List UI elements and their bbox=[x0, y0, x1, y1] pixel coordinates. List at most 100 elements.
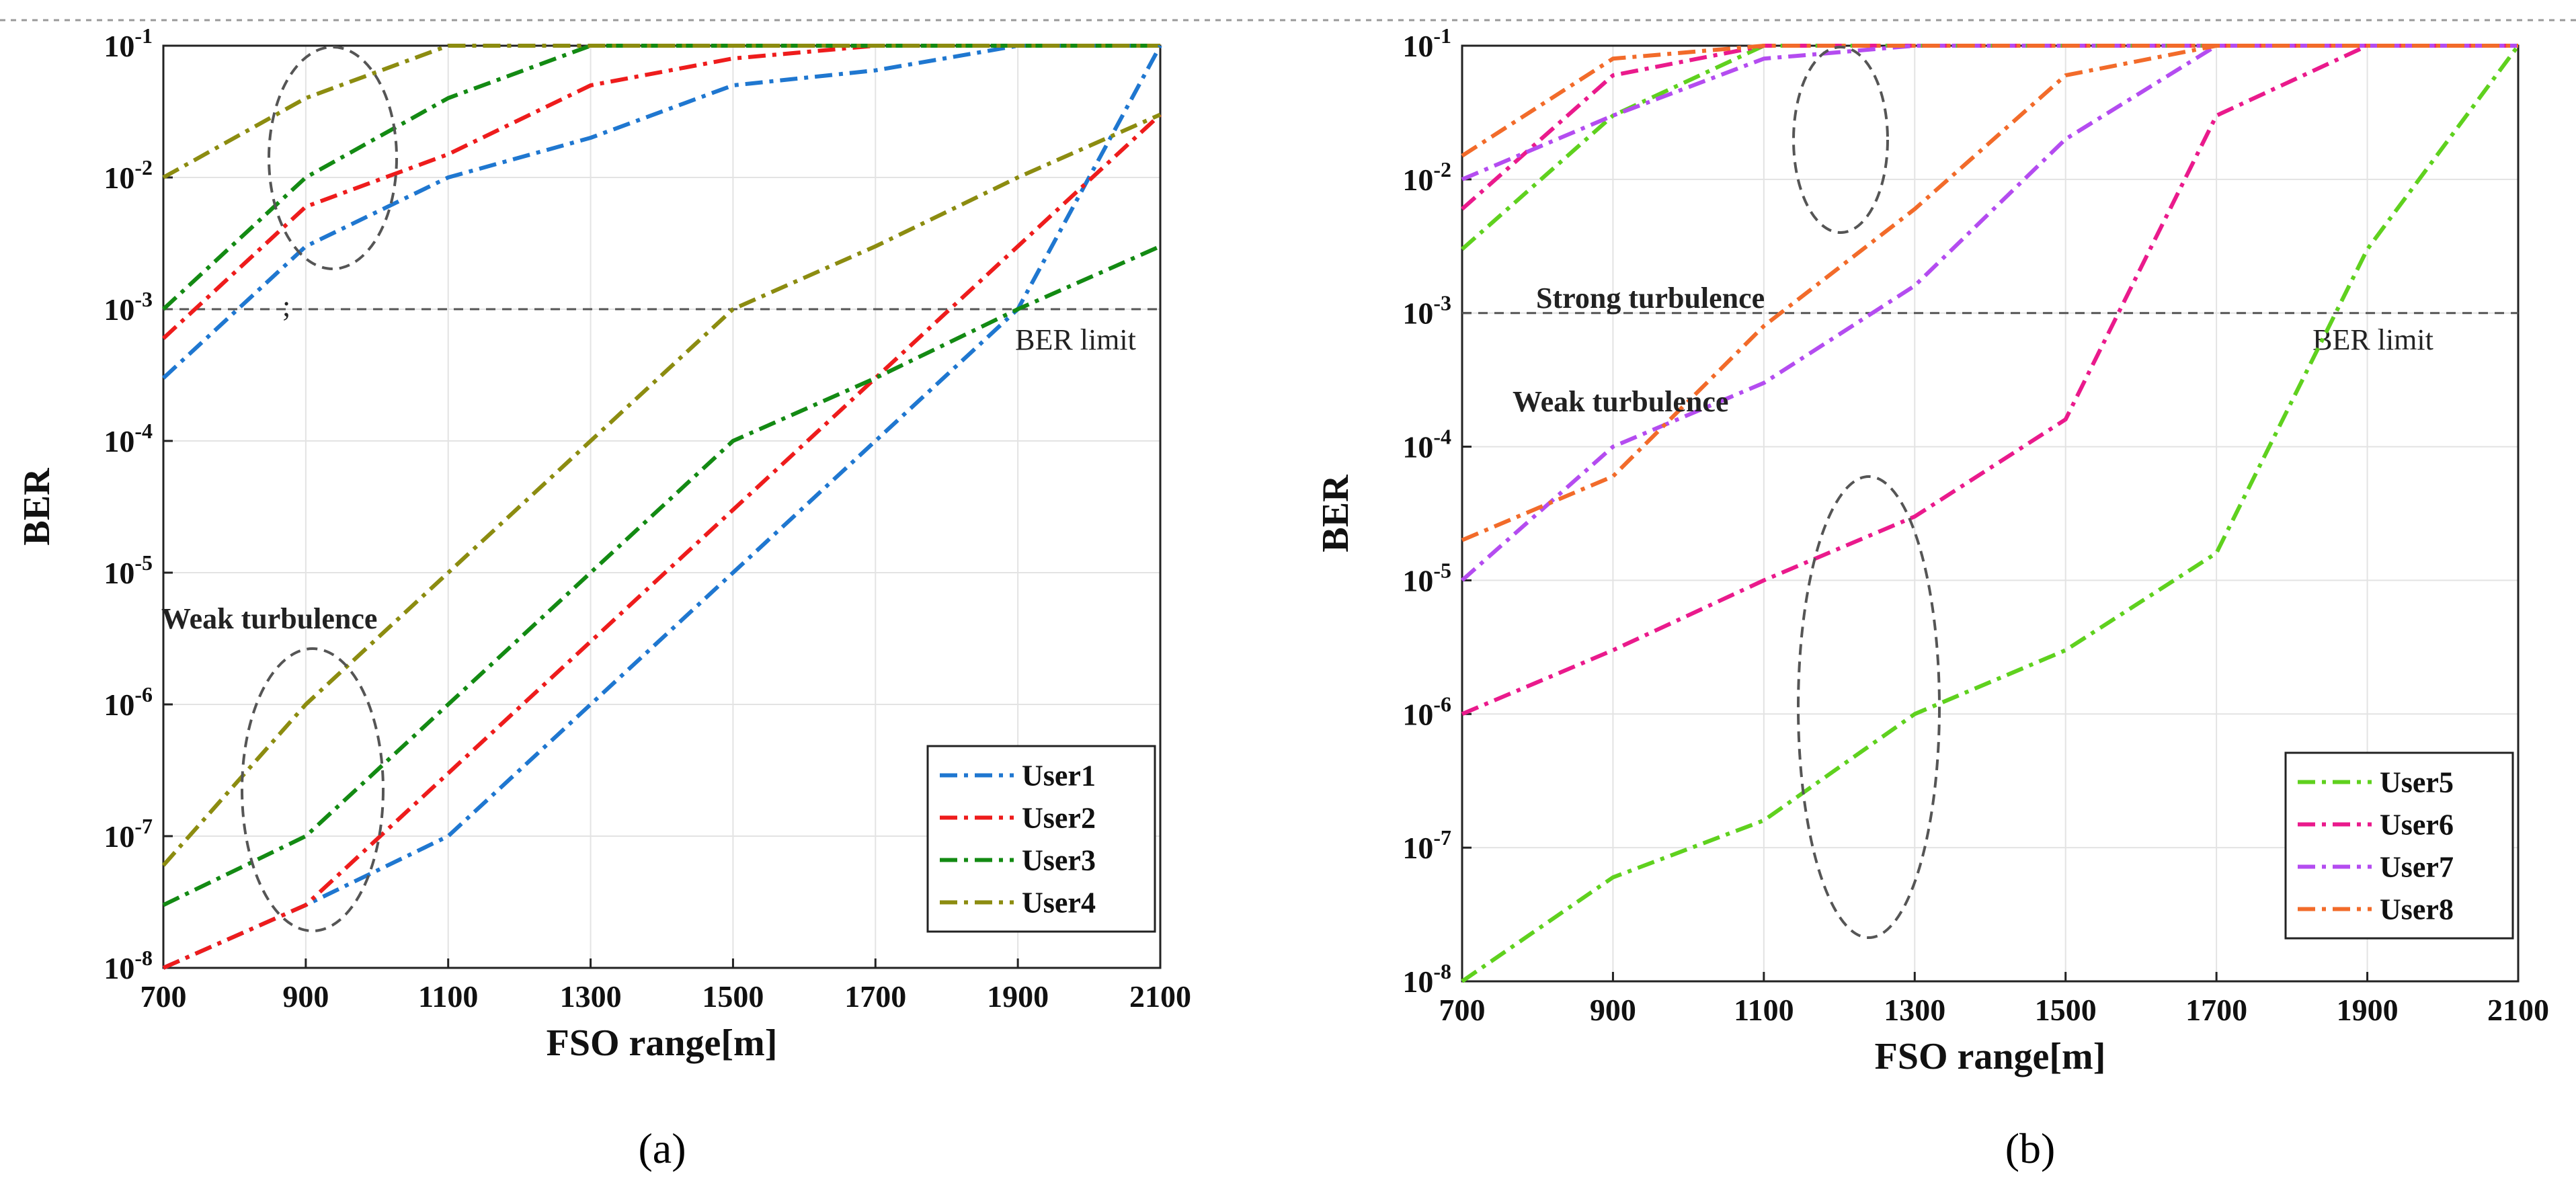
turbulence-ellipse bbox=[241, 647, 385, 932]
y-tick-exponent: -4 bbox=[1433, 425, 1451, 449]
legend-label: User1 bbox=[1022, 760, 1096, 792]
y-tick-base: 10 bbox=[1402, 965, 1433, 999]
legend-label: User2 bbox=[1022, 802, 1096, 835]
y-tick-base: 10 bbox=[1402, 563, 1433, 598]
series-line-user1-weak bbox=[162, 44, 1162, 970]
x-tick-label: 900 bbox=[1590, 993, 1636, 1027]
x-tick-label: 700 bbox=[140, 979, 187, 1014]
y-tick-exponent: -7 bbox=[134, 814, 153, 838]
y-tick-label: 10-4 bbox=[104, 419, 153, 458]
y-tick-base: 10 bbox=[1402, 296, 1433, 331]
y-tick-exponent: -6 bbox=[1433, 692, 1451, 716]
y-tick-label: 10-8 bbox=[104, 946, 153, 985]
y-tick-base: 10 bbox=[104, 951, 134, 985]
chart-panel-a: 700 900 1100 1300 1500 1700 1900 210010-810-710… bbox=[16, 24, 1191, 1172]
panel-label: (a) bbox=[638, 1124, 686, 1172]
legend-label: User3 bbox=[1022, 844, 1096, 877]
y-tick-label: 10-1 bbox=[104, 24, 153, 63]
series-line-user3-strong bbox=[161, 44, 1160, 311]
y-tick-label: 10-5 bbox=[104, 550, 153, 590]
series-line-user8-weak bbox=[1461, 44, 2518, 542]
series-line-user5-strong bbox=[1461, 44, 2518, 251]
y-tick-exponent: -8 bbox=[134, 946, 153, 970]
y-tick-base: 10 bbox=[104, 556, 134, 590]
turbulence-ellipse bbox=[1797, 475, 1941, 939]
x-tick-label: 1100 bbox=[1734, 993, 1794, 1027]
y-tick-exponent: -1 bbox=[1433, 24, 1451, 48]
series-line-user8-strong bbox=[1461, 44, 2518, 158]
y-tick-label: 10-8 bbox=[1402, 959, 1451, 999]
y-tick-exponent: -6 bbox=[134, 682, 153, 706]
y-tick-base: 10 bbox=[104, 292, 134, 327]
y-tick-label: 10-3 bbox=[1402, 291, 1451, 331]
y-tick-exponent: -7 bbox=[1433, 825, 1451, 850]
series-line-user2-weak bbox=[162, 113, 1162, 970]
x-tick-label: 1900 bbox=[987, 979, 1049, 1014]
annotation-text: ; bbox=[282, 290, 290, 323]
y-tick-label: 10-2 bbox=[104, 155, 153, 195]
y-tick-label: 10-6 bbox=[104, 682, 153, 722]
y-tick-base: 10 bbox=[104, 161, 134, 195]
y-tick-exponent: -2 bbox=[134, 155, 153, 179]
y-tick-base: 10 bbox=[104, 424, 134, 458]
y-tick-base: 10 bbox=[1402, 697, 1433, 731]
y-tick-label: 10-7 bbox=[1402, 825, 1451, 865]
y-tick-base: 10 bbox=[104, 29, 134, 63]
x-tick-label: 1100 bbox=[418, 979, 478, 1014]
x-tick-label: 1700 bbox=[2185, 993, 2247, 1027]
x-tick-label: 900 bbox=[282, 979, 329, 1014]
y-tick-label: 10-1 bbox=[1402, 24, 1451, 63]
y-axis-label: BER bbox=[1315, 475, 1357, 552]
y-tick-base: 10 bbox=[1402, 163, 1433, 197]
y-axis-label: BER bbox=[16, 468, 58, 546]
y-tick-exponent: -8 bbox=[1433, 959, 1451, 983]
y-tick-label: 10-2 bbox=[1402, 157, 1451, 197]
series-line-user7-strong bbox=[1461, 44, 2518, 181]
y-tick-exponent: -5 bbox=[1433, 558, 1451, 582]
panel-label: (b) bbox=[2005, 1124, 2056, 1172]
x-tick-label: 2100 bbox=[2487, 993, 2549, 1027]
x-tick-label: 1300 bbox=[560, 979, 622, 1014]
y-tick-exponent: -5 bbox=[134, 550, 153, 575]
y-tick-base: 10 bbox=[1402, 831, 1433, 865]
y-tick-exponent: -3 bbox=[134, 287, 153, 311]
series-line-user5-weak bbox=[1461, 44, 2520, 983]
x-tick-label: 1500 bbox=[2035, 993, 2097, 1027]
x-tick-label: 1900 bbox=[2337, 993, 2399, 1027]
series-line-user2-strong bbox=[161, 44, 1160, 340]
y-tick-base: 10 bbox=[1402, 29, 1433, 63]
turbulence-ellipse bbox=[1792, 46, 1889, 234]
legend-label: User6 bbox=[2380, 809, 2454, 842]
y-tick-label: 10-7 bbox=[104, 814, 153, 854]
annotation-text: Weak turbulence bbox=[1513, 385, 1728, 418]
annotation-text: Weak turbulence bbox=[161, 602, 377, 635]
legend-label: User8 bbox=[2380, 893, 2454, 926]
y-tick-label: 10-4 bbox=[1402, 425, 1451, 464]
y-tick-label: 10-6 bbox=[1402, 692, 1451, 731]
series-line-user6-strong bbox=[1461, 44, 2518, 211]
x-tick-label: 1300 bbox=[1884, 993, 1945, 1027]
y-tick-base: 10 bbox=[1402, 430, 1433, 464]
series-line-user3-weak bbox=[162, 244, 1162, 907]
legend-label: User5 bbox=[2380, 766, 2454, 799]
y-tick-exponent: -4 bbox=[134, 419, 153, 443]
turbulence-ellipse bbox=[268, 46, 398, 270]
legend-label: User4 bbox=[1022, 887, 1096, 919]
ber-limit-label: BER limit bbox=[2312, 323, 2433, 356]
y-tick-base: 10 bbox=[104, 819, 134, 854]
y-tick-label: 10-3 bbox=[104, 287, 153, 327]
series-line-user6-weak bbox=[1461, 44, 2518, 717]
y-tick-label: 10-5 bbox=[1402, 558, 1451, 598]
chart-panel-b: 700 900 1100 1300 1500 1700 1900 210010-810-710… bbox=[1315, 24, 2549, 1172]
ber-limit-label: BER limit bbox=[1015, 323, 1136, 356]
x-axis-label: FSO range[m] bbox=[547, 1022, 778, 1064]
legend-label: User7 bbox=[2380, 851, 2454, 884]
y-tick-exponent: -3 bbox=[1433, 291, 1451, 315]
x-tick-label: 700 bbox=[1439, 993, 1486, 1027]
y-tick-exponent: -2 bbox=[1433, 157, 1451, 181]
y-tick-base: 10 bbox=[104, 688, 134, 722]
y-tick-exponent: -1 bbox=[134, 24, 153, 48]
series-line-user4-strong bbox=[162, 44, 1160, 179]
x-tick-label: 1500 bbox=[702, 979, 764, 1014]
series-line-user1-strong bbox=[161, 44, 1160, 380]
